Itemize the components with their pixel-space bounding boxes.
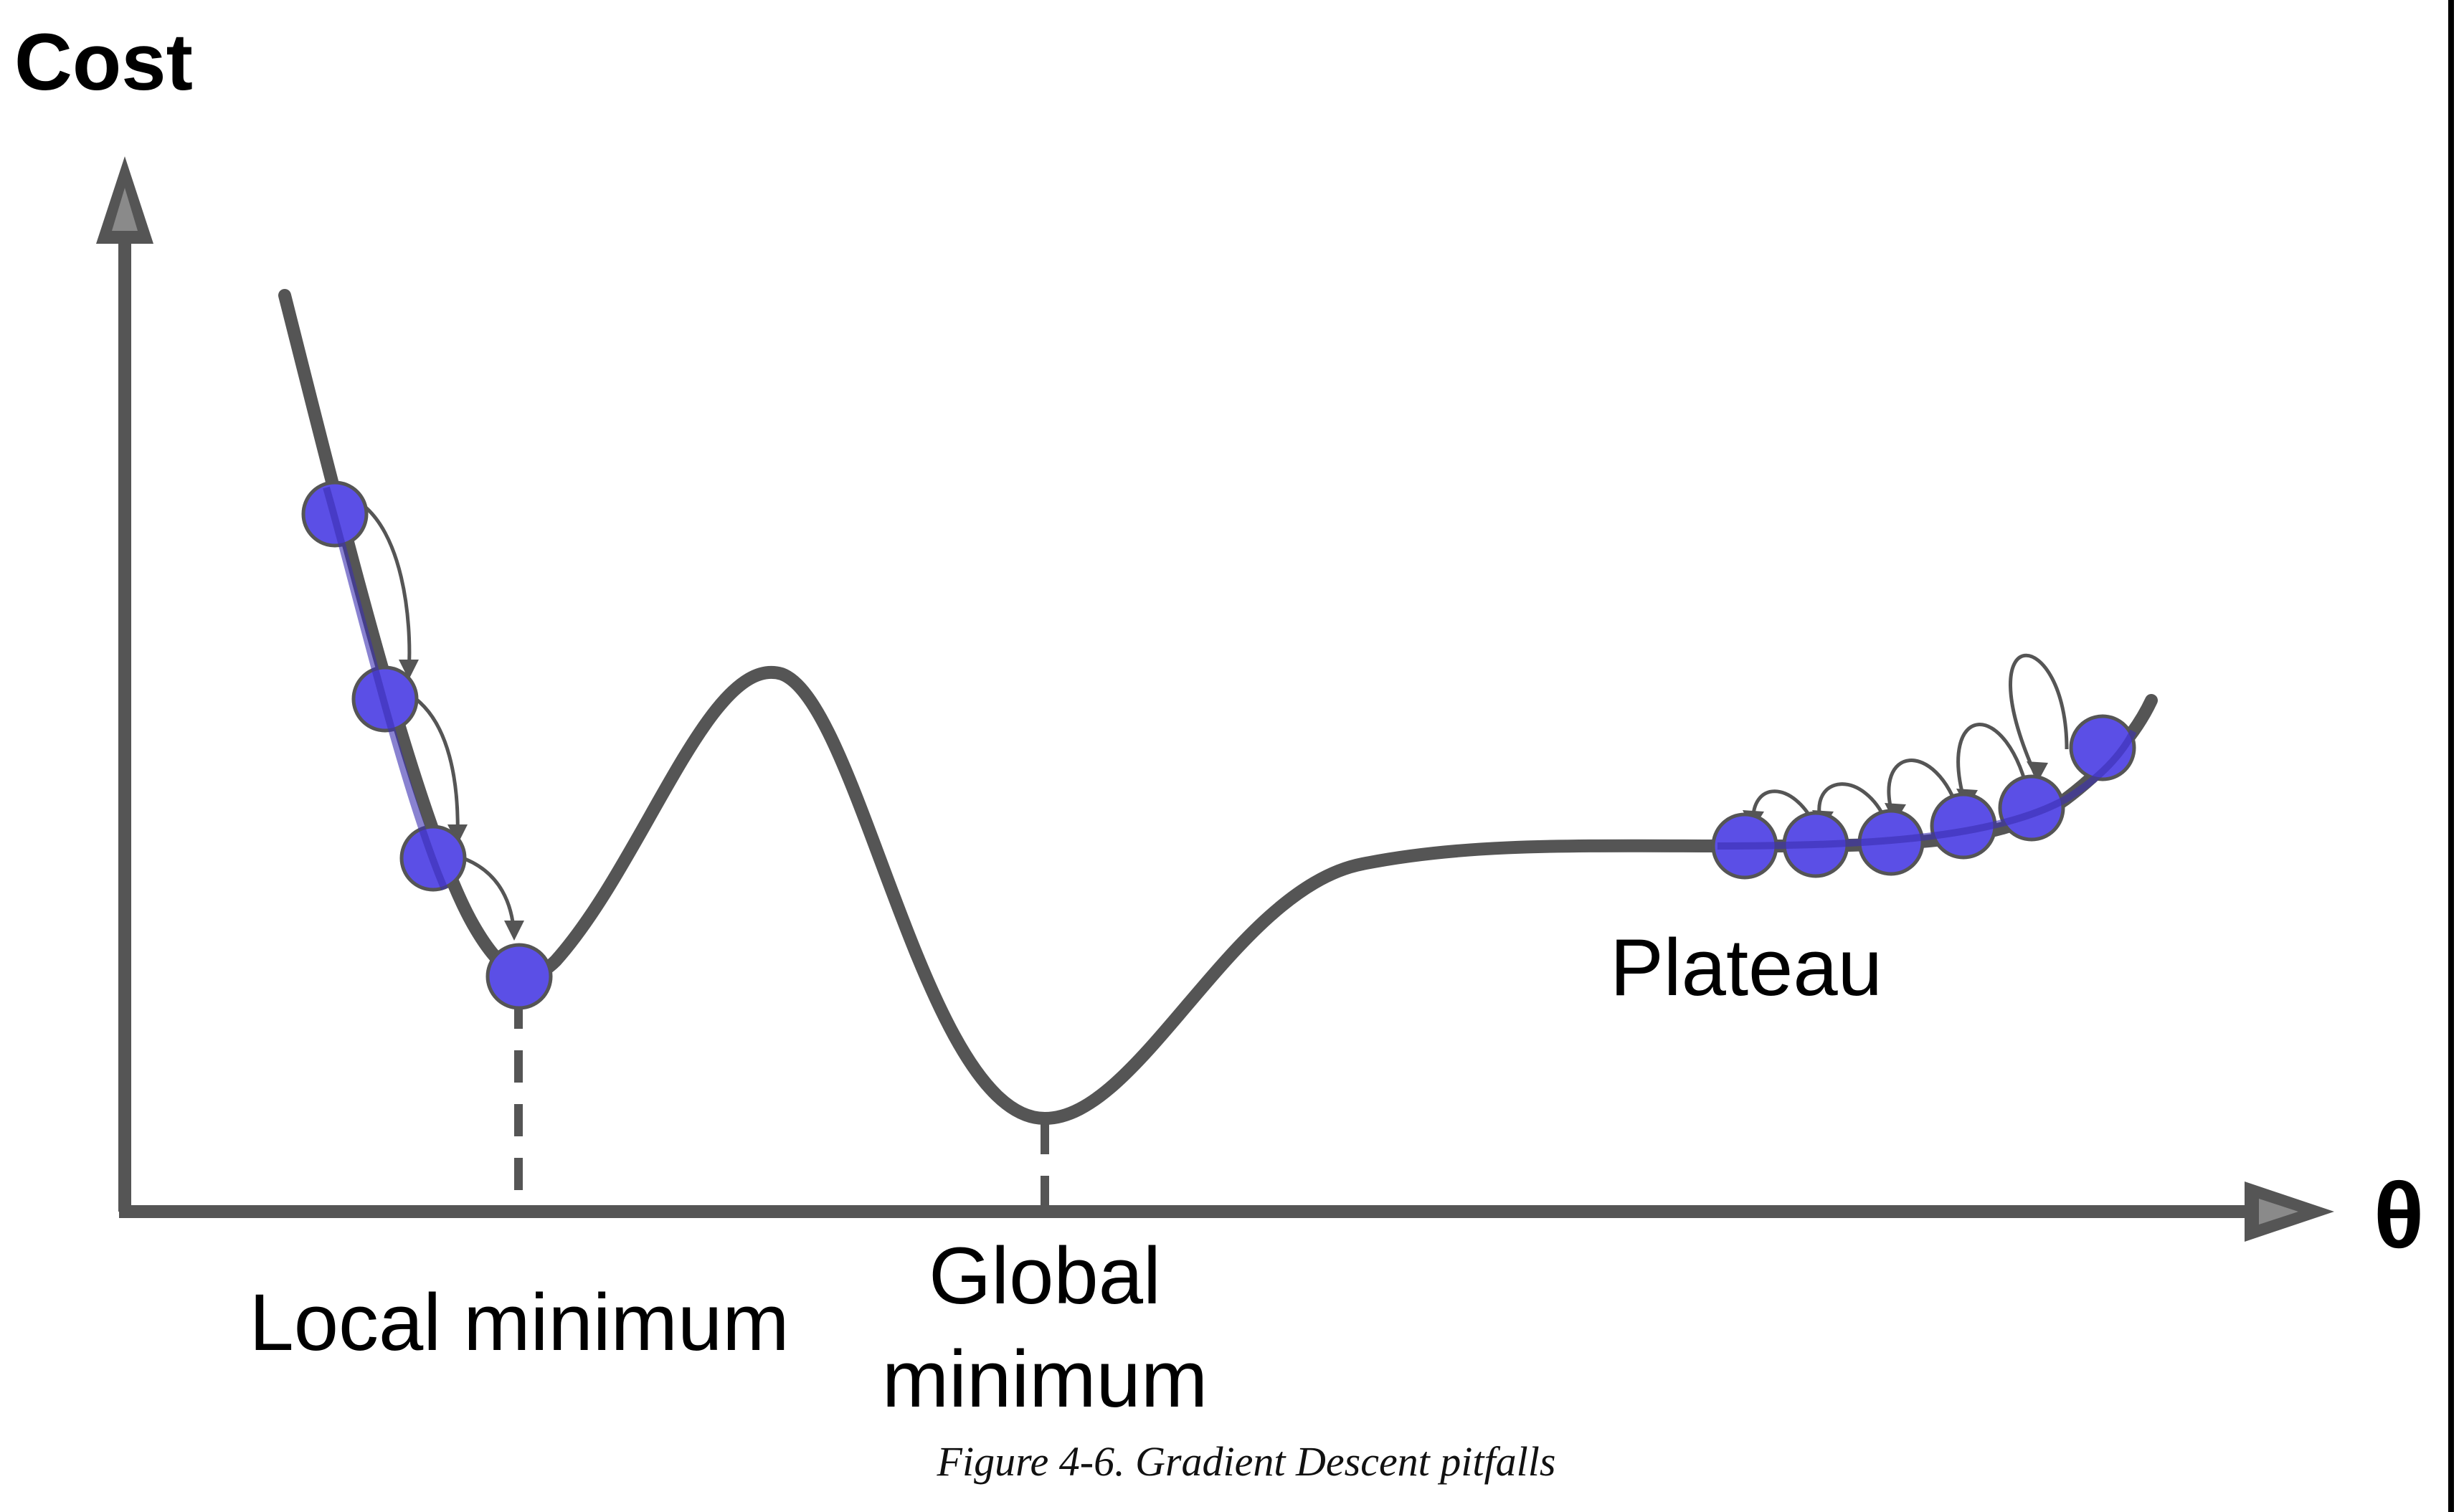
y-axis-arrowhead-inner	[112, 188, 138, 231]
curve-over-balls-plateau	[1717, 729, 2137, 850]
left-step-arrowheads	[399, 660, 524, 941]
ball-plateau-5	[1998, 774, 2065, 842]
step-arrow-1	[357, 500, 412, 675]
local-minimum-label: Local minimum	[249, 1278, 789, 1367]
figure-caption: Figure 4-6. Gradient Descent pitfalls	[937, 1438, 1556, 1485]
plateau-arrow-2	[1956, 723, 2032, 804]
right-border	[2448, 0, 2454, 1512]
y-axis-label: Cost	[14, 17, 193, 107]
ball-plateau-6	[2069, 714, 2136, 781]
global-minimum-label-line2: minimum	[882, 1334, 1208, 1424]
plateau-arrow-5	[1751, 789, 1819, 829]
x-axis-arrowhead-inner	[2259, 1199, 2298, 1225]
ball-left-4	[485, 943, 553, 1010]
plateau-arrow-1	[2009, 653, 2069, 776]
plateau-label: Plateau	[1610, 923, 1882, 1012]
global-minimum-label-line1: Global	[929, 1231, 1161, 1321]
plateau-step-arrows	[1751, 653, 2069, 829]
plateau-arrow-4	[1817, 782, 1890, 825]
x-axis-label: θ	[2374, 1163, 2424, 1268]
step-arrow-2	[404, 690, 460, 840]
plateau-arrow-3	[1887, 759, 1961, 818]
curve-over-balls-left	[323, 486, 448, 890]
